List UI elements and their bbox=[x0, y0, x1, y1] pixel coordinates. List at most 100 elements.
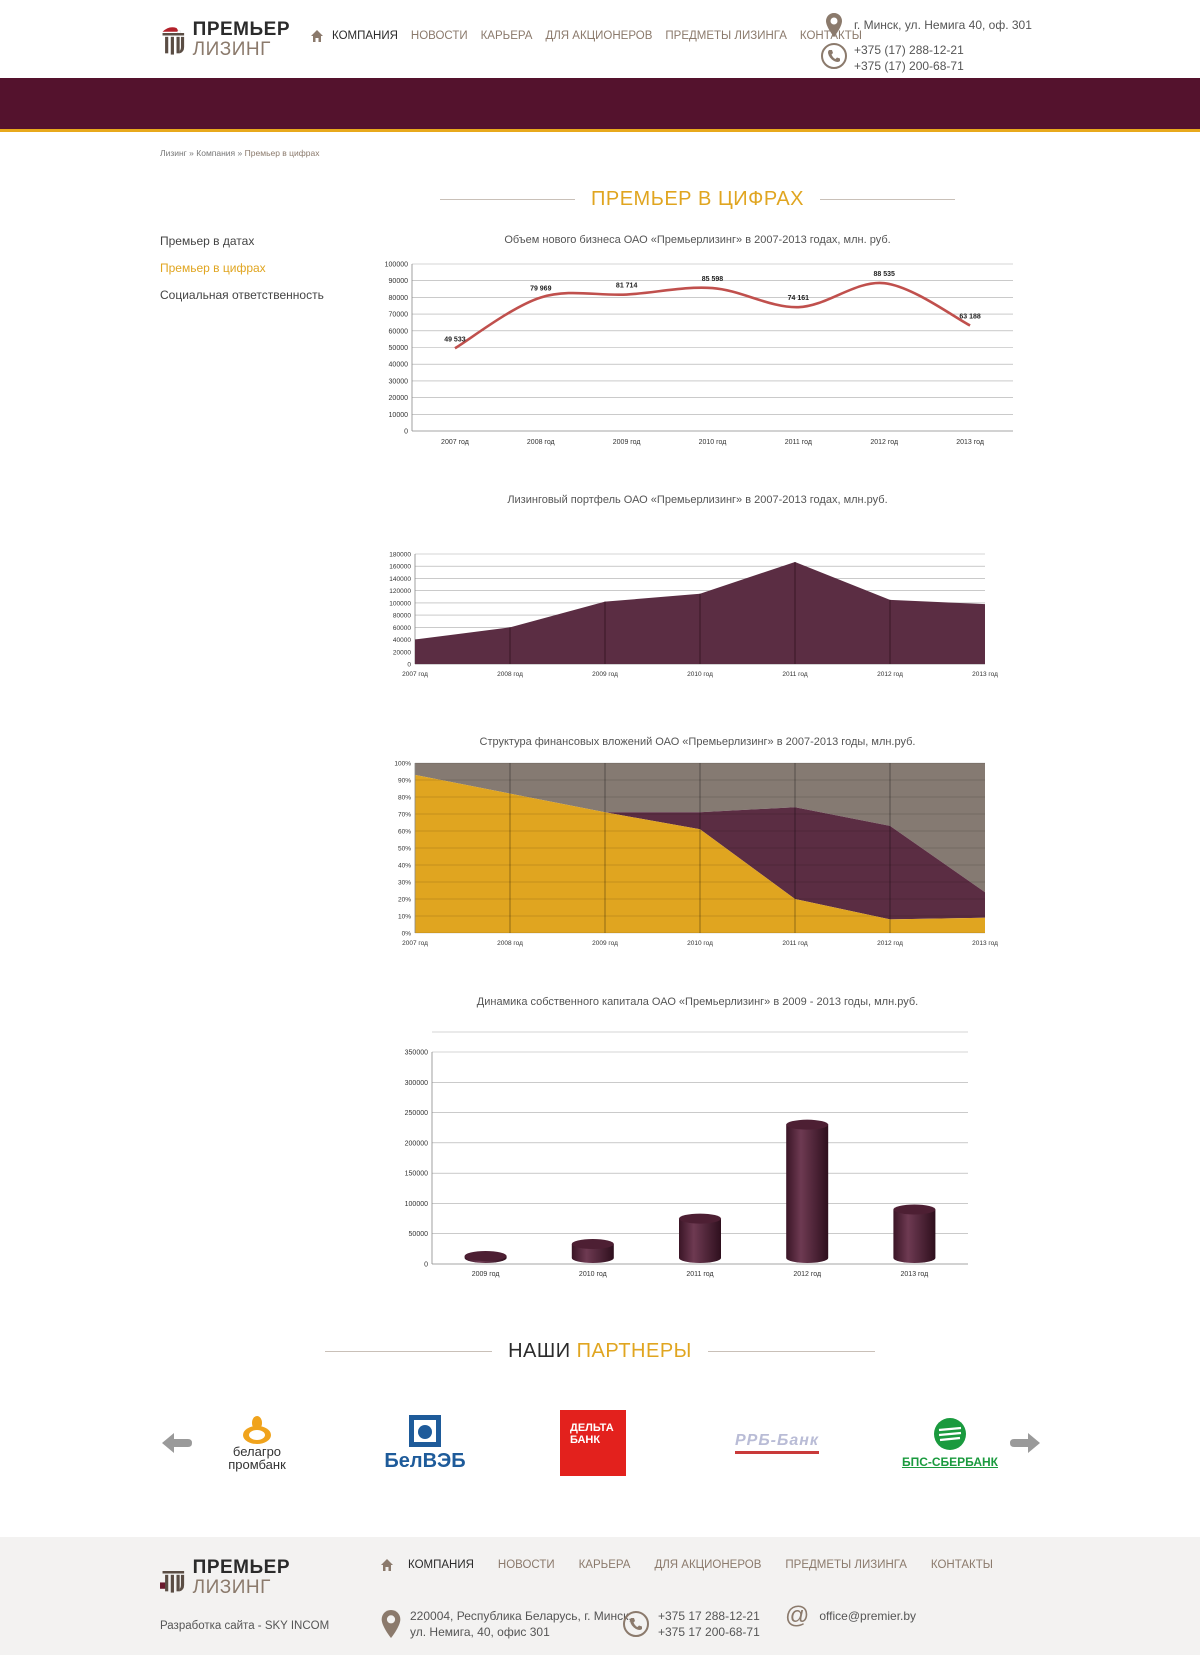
y-tick-label: 30% bbox=[398, 880, 411, 887]
breadcrumb-sep: » bbox=[237, 148, 243, 158]
site-header: ПРЕМЬЕР ЛИЗИНГ КОМПАНИЯ НОВОСТИ КАРЬЕРА … bbox=[0, 0, 1200, 78]
footer-logo-line2: ЛИЗИНГ bbox=[192, 1577, 271, 1598]
x-tick-label: 2010 год bbox=[687, 671, 713, 678]
chart1-title: Объем нового бизнеса ОАО «Премьерлизинг»… bbox=[504, 234, 891, 246]
data-label: 81 714 bbox=[616, 283, 638, 290]
partner-name: БПС-СБЕРБАНК bbox=[901, 1455, 999, 1469]
footer-nav-leasing-items[interactable]: ПРЕДМЕТЫ ЛИЗИНГА bbox=[785, 1559, 907, 1571]
x-tick-label: 2013 год bbox=[972, 940, 998, 947]
x-tick-label: 2007 год bbox=[441, 439, 469, 446]
address-text: г. Минск, ул. Немига 40, оф. 301 bbox=[854, 18, 1032, 32]
nav-leasing-items[interactable]: ПРЕДМЕТЫ ЛИЗИНГА bbox=[665, 30, 787, 42]
x-tick-label: 2010 год bbox=[579, 1271, 607, 1278]
footer-phone-2[interactable]: +375 17 200-68-71 bbox=[658, 1625, 760, 1639]
data-label: 74 161 bbox=[788, 295, 810, 302]
footer-email[interactable]: office@premier.by bbox=[819, 1609, 917, 1623]
bar-top bbox=[679, 1213, 721, 1224]
footer-home-icon[interactable] bbox=[380, 1558, 394, 1572]
y-tick-label: 250000 bbox=[405, 1110, 428, 1117]
y-tick-label: 70% bbox=[398, 812, 411, 819]
partner-bps-sberbank[interactable]: БПС-СБЕРБАНК bbox=[895, 1408, 1005, 1478]
phone-1[interactable]: +375 (17) 288-12-21 bbox=[854, 43, 964, 57]
y-tick-label: 80000 bbox=[389, 295, 409, 302]
x-tick-label: 2013 год bbox=[901, 1271, 929, 1278]
header-banner bbox=[0, 78, 1200, 132]
breadcrumb-section[interactable]: Компания bbox=[196, 148, 236, 158]
bar-top bbox=[571, 1239, 614, 1250]
logo-mark-icon bbox=[162, 27, 185, 55]
email-at-icon: @ bbox=[785, 1602, 810, 1629]
bar bbox=[893, 1209, 936, 1263]
side-item-dates[interactable]: Премьер в датах bbox=[160, 234, 255, 248]
chart-equity-dynamics: 0 50000 100000 150000 200000 250000 300000 3500… bbox=[405, 1031, 968, 1278]
footer-logo-line1: ПРЕМЬЕР bbox=[192, 1557, 290, 1578]
footer-address-line1: 220004, Республика Беларусь, г. Минск, bbox=[410, 1609, 632, 1623]
header-phones: +375 (17) 288-12-21 +375 (17) 200-68-71 bbox=[820, 42, 964, 74]
side-item-figures[interactable]: Премьер в цифрах bbox=[160, 261, 266, 275]
footer-logo[interactable]: ПРЕМЬЕР ЛИЗИНГ bbox=[160, 1553, 290, 1603]
x-tick-label: 2011 год bbox=[782, 940, 807, 947]
breadcrumb-sep: » bbox=[189, 148, 194, 158]
phone-2[interactable]: +375 (17) 200-68-71 bbox=[854, 59, 964, 73]
partner-belveb[interactable]: БелВЭБ bbox=[380, 1408, 470, 1478]
side-item-social[interactable]: Социальная ответственность bbox=[160, 288, 324, 302]
breadcrumb-home[interactable]: Лизинг bbox=[160, 148, 187, 158]
footer-nav-shareholders[interactable]: ДЛЯ АКЦИОНЕРОВ bbox=[654, 1559, 762, 1571]
y-tick-label: 0% bbox=[402, 931, 412, 938]
partner-name: РРБ-Банк bbox=[735, 1432, 819, 1454]
bar-top bbox=[893, 1204, 936, 1215]
footer-phone-1[interactable]: +375 17 288-12-21 bbox=[658, 1609, 760, 1623]
data-label: 63 188 bbox=[959, 313, 981, 320]
footer-nav-contacts[interactable]: КОНТАКТЫ bbox=[930, 1559, 993, 1571]
y-tick-label: 10% bbox=[398, 914, 411, 921]
arrow-right-icon[interactable] bbox=[1008, 1430, 1042, 1456]
x-tick-label: 2008 год bbox=[497, 940, 523, 947]
y-tick-label: 100000 bbox=[385, 262, 408, 269]
x-tick-label: 2007 год bbox=[402, 671, 428, 678]
y-tick-label: 140000 bbox=[389, 576, 411, 583]
nav-shareholders[interactable]: ДЛЯ АКЦИОНЕРОВ bbox=[545, 30, 653, 42]
data-label: 88 535 bbox=[874, 271, 896, 278]
y-tick-label: 20000 bbox=[393, 649, 411, 656]
footer-nav-news[interactable]: НОВОСТИ bbox=[497, 1559, 555, 1571]
partner-rrbbank[interactable]: РРБ-Банк bbox=[722, 1408, 832, 1478]
partner-belagroprombank[interactable]: белагро промбанк bbox=[212, 1408, 302, 1478]
site-logo[interactable]: ПРЕМЬЕР ЛИЗИНГ bbox=[160, 14, 290, 66]
x-tick-label: 2010 год bbox=[687, 940, 713, 947]
footer-nav-career[interactable]: КАРЬЕРА bbox=[578, 1559, 631, 1571]
x-tick-label: 2008 год bbox=[527, 439, 555, 446]
partner-name-line2: промбанк bbox=[228, 1457, 286, 1472]
footer-nav-company[interactable]: КОМПАНИЯ bbox=[408, 1559, 474, 1571]
x-tick-label: 2008 год bbox=[497, 671, 523, 678]
footer-developer[interactable]: Разработка сайта - SKY INCOM bbox=[160, 1620, 330, 1632]
y-tick-label: 40000 bbox=[389, 362, 409, 369]
partners-carousel: белагро промбанк БелВЭБ ДЕЛЬТА БАНК РРБ-… bbox=[160, 1400, 1040, 1490]
footer-phones: +375 17 288-12-21 +375 17 200-68-71 bbox=[622, 1608, 760, 1640]
page-title: ПРЕМЬЕР В ЦИФРАХ bbox=[440, 188, 955, 211]
partner-name-line1: белагро bbox=[232, 1444, 282, 1459]
header-address: г. Минск, ул. Немига 40, оф. 301 bbox=[820, 13, 1032, 37]
y-tick-label: 70000 bbox=[389, 312, 409, 319]
nav-career[interactable]: КАРЬЕРА bbox=[480, 30, 533, 42]
y-tick-label: 0 bbox=[404, 429, 408, 436]
chart-investments-structure: 0% 10% 20% 30% 40% 50% 60% 70% 80% 90% 100% 2007 го… bbox=[394, 761, 998, 948]
area-series-1 bbox=[415, 774, 985, 933]
y-tick-label: 200000 bbox=[405, 1140, 428, 1147]
nav-news[interactable]: НОВОСТИ bbox=[410, 30, 468, 42]
x-tick-label: 2012 год bbox=[877, 940, 903, 947]
nav-company[interactable]: КОМПАНИЯ bbox=[332, 30, 398, 42]
partner-deltabank[interactable]: ДЕЛЬТА БАНК bbox=[558, 1408, 628, 1478]
chart2-title: Лизинговый портфель ОАО «Премьерлизинг» … bbox=[507, 494, 888, 506]
y-tick-label: 20% bbox=[398, 897, 411, 904]
x-tick-label: 2009 год bbox=[592, 671, 618, 678]
arrow-left-icon[interactable] bbox=[160, 1430, 194, 1456]
nav-contacts[interactable]: КОНТАКТЫ bbox=[799, 30, 862, 42]
x-tick-label: 2013 год bbox=[972, 671, 998, 678]
y-tick-label: 30000 bbox=[389, 378, 409, 385]
series-line bbox=[454, 281, 971, 350]
y-tick-label: 0 bbox=[424, 1262, 428, 1269]
x-tick-label: 2013 год bbox=[956, 439, 984, 446]
home-icon[interactable] bbox=[310, 29, 324, 43]
data-label: 79 969 bbox=[530, 285, 552, 292]
x-tick-label: 2010 год bbox=[699, 439, 727, 446]
